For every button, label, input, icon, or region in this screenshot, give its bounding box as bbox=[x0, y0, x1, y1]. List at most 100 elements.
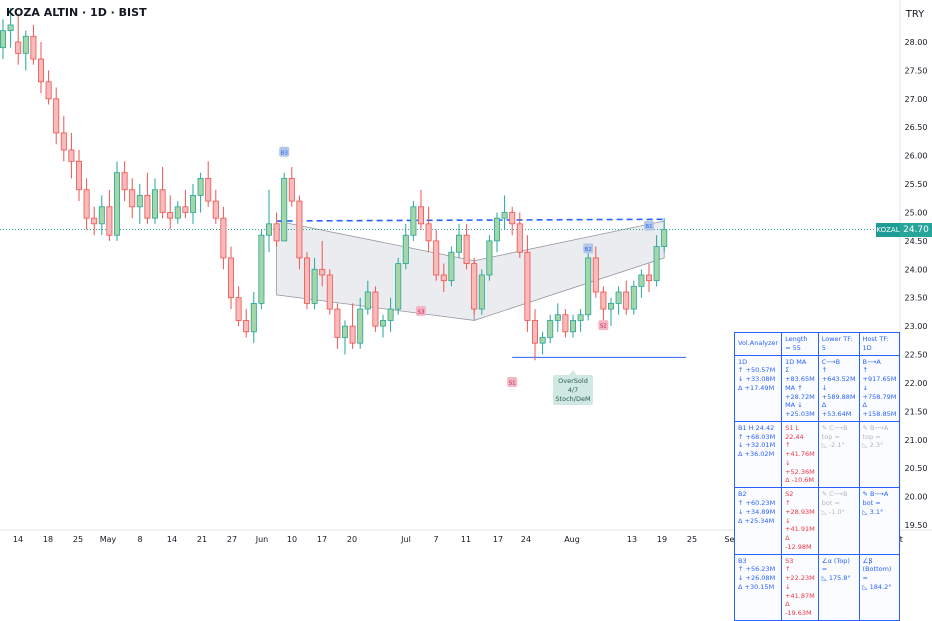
cell-line: 1D bbox=[738, 357, 748, 366]
table-cell: 1D ↑ +50.57M ↓ +33.08M Δ +17.49M bbox=[733, 354, 783, 422]
candle-body bbox=[220, 217, 227, 259]
cell-line: ◺ -2.1° bbox=[821, 441, 845, 450]
candle-body bbox=[463, 234, 470, 265]
cell-line: ↑ +60.23M bbox=[738, 499, 776, 508]
cell-line: S2 bbox=[785, 490, 794, 499]
symbol-price-tag: KOZAL bbox=[876, 223, 900, 237]
candle-body bbox=[524, 251, 531, 321]
candle-body bbox=[136, 195, 143, 208]
candle-body bbox=[68, 149, 75, 162]
time-tick-label: Aug bbox=[564, 535, 580, 544]
candlestick-chart[interactable]: 28.00 27.50 27.00 26.50 26.00 25.50 25.00 24.50… bbox=[0, 0, 932, 550]
candle-body bbox=[630, 285, 637, 310]
resistance-line bbox=[276, 218, 665, 222]
candle-body bbox=[288, 177, 295, 202]
currency-label[interactable]: TRY bbox=[905, 9, 925, 20]
cell-line: B2 bbox=[738, 490, 747, 499]
candle-body bbox=[433, 240, 440, 276]
candle-body bbox=[653, 246, 660, 282]
cell-line: ↑ +41.76M bbox=[785, 441, 815, 459]
candle-body bbox=[372, 291, 379, 327]
price-tick-label: 22.50 bbox=[905, 351, 928, 360]
time-tick-label: 17 bbox=[317, 535, 327, 544]
candle-body bbox=[151, 189, 158, 219]
price-tick-label: 26.50 bbox=[905, 123, 928, 132]
time-tick-label: 13 bbox=[627, 535, 637, 544]
cell-line: ↓ +41.91M bbox=[785, 516, 815, 534]
candle-body bbox=[646, 274, 653, 282]
time-tick-label: 8 bbox=[137, 535, 142, 544]
candle-body bbox=[174, 206, 181, 219]
cell-line: B⟶A bbox=[862, 357, 881, 366]
cell-line: MA ↓ +25.03M bbox=[785, 401, 815, 419]
cell-line: ✎ C⟶B bot = bbox=[821, 490, 848, 508]
candle-body bbox=[22, 35, 29, 54]
candle-body bbox=[7, 24, 14, 32]
cell-line: Δ -10.6M bbox=[785, 476, 815, 485]
candle-body bbox=[357, 308, 364, 344]
candle-body bbox=[212, 200, 219, 219]
price-tick-label: 27.00 bbox=[905, 95, 928, 104]
candle-body bbox=[319, 268, 326, 276]
price-tick-label: 27.50 bbox=[905, 66, 928, 75]
cell-line: Δ +158.85M bbox=[862, 401, 897, 419]
price-tick-label: 23.50 bbox=[905, 294, 928, 303]
signal-marker-s3 bbox=[416, 305, 426, 316]
candle-body bbox=[623, 291, 630, 310]
candle-body bbox=[532, 320, 539, 344]
time-tick-label: 20 bbox=[347, 535, 357, 544]
candle-body bbox=[189, 195, 196, 213]
time-tick-label: 18 bbox=[43, 535, 53, 544]
table-cell: B1 H 24.42 ↑ +68.03M ↓ +32.01M Δ +36.02M bbox=[733, 420, 783, 489]
candle-body bbox=[159, 189, 166, 213]
candle-body bbox=[600, 291, 607, 310]
time-tick-label: 10 bbox=[287, 535, 297, 544]
candle-body bbox=[0, 30, 6, 49]
candle-body bbox=[303, 257, 310, 304]
signal-label: S2 bbox=[600, 324, 607, 330]
candle-body bbox=[243, 320, 250, 333]
table-row: B1 H 24.42 ↑ +68.03M ↓ +32.01M Δ +36.02M S1… bbox=[733, 420, 901, 489]
candle-body bbox=[273, 223, 280, 242]
signal-label: B2 bbox=[585, 247, 592, 253]
cell-line: ✎ B⟶A top = bbox=[862, 423, 889, 441]
candle-body bbox=[471, 263, 478, 310]
signal-label: B1 bbox=[645, 224, 652, 230]
candle-body bbox=[570, 320, 577, 333]
signal-marker-b1 bbox=[644, 220, 654, 231]
candle-body bbox=[585, 257, 592, 316]
signal-label: B3 bbox=[281, 150, 289, 156]
cell-line: ↓ +589.88M bbox=[821, 383, 856, 401]
candle-body bbox=[387, 308, 394, 321]
candle-body bbox=[98, 206, 105, 225]
candle-body bbox=[501, 212, 508, 219]
candle-body bbox=[182, 206, 189, 213]
cell-line: ↓ +34.89M bbox=[738, 507, 776, 516]
candle-body bbox=[341, 325, 348, 338]
symbol-title[interactable]: KOZA ALTIN · 1D · BIST bbox=[6, 6, 147, 19]
table-cell: ✎ B⟶A top = ◺ 2.3° bbox=[858, 420, 901, 489]
cell-line: MA ↑ +28.72M bbox=[785, 383, 815, 401]
table-header-cell: Vol.Analyzer bbox=[733, 332, 783, 356]
time-tick-label: 24 bbox=[521, 535, 531, 544]
cell-line: Δ +17.49M bbox=[738, 383, 775, 392]
signal-marker-b3 bbox=[279, 146, 290, 157]
candle-body bbox=[30, 35, 37, 60]
cell-line: ◺ 2.3° bbox=[862, 441, 884, 450]
cell-line: ◺ 184.2° bbox=[862, 582, 892, 591]
table-cell: B2 ↑ +60.23M ↓ +34.89M Δ +25.34M bbox=[733, 487, 783, 555]
candle-body bbox=[235, 297, 242, 321]
candle-body bbox=[448, 251, 455, 282]
cell-line: ✎ C⟶B top = bbox=[821, 423, 848, 441]
signal-label: S1 bbox=[509, 380, 516, 386]
time-tick-label: 11 bbox=[461, 535, 471, 544]
candle-body bbox=[486, 240, 493, 276]
signal-marker-b2 bbox=[583, 243, 594, 254]
cell-line: ↑ +28.93M bbox=[785, 499, 815, 516]
candle-body bbox=[661, 229, 668, 247]
price-tick-label: 22.00 bbox=[905, 379, 928, 388]
cell-line: Δ +30.15M bbox=[738, 582, 775, 591]
candle-body bbox=[334, 308, 341, 338]
candle-body bbox=[114, 172, 121, 236]
